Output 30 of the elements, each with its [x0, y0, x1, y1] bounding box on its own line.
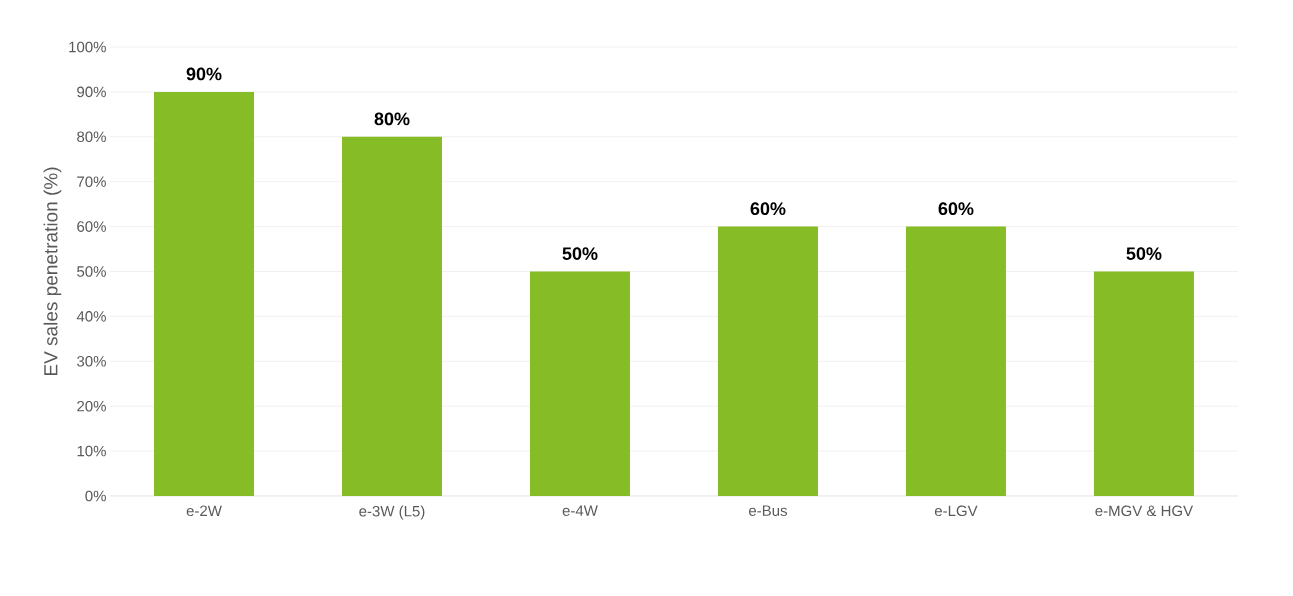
y-tick-label: 60% [77, 221, 106, 232]
x-tick-label: e-3W (L5) [359, 505, 425, 520]
x-tick-label: e-LGV [934, 505, 978, 517]
y-tick-label: 0% [85, 490, 106, 502]
y-tick-label: 90% [77, 86, 106, 98]
x-tick-label: e-4W [562, 505, 598, 516]
y-tick-label: 10% [77, 445, 106, 457]
y-axis-title: EV sales penetration (%) [43, 167, 62, 375]
data-label: 50% [1126, 247, 1162, 260]
y-tick-label: 70% [77, 176, 106, 187]
x-tick-label: e-Bus [749, 505, 787, 516]
bar [341, 136, 442, 496]
data-label: 50% [562, 247, 598, 260]
bar [717, 226, 818, 496]
y-tick-label: 40% [76, 311, 106, 322]
bar [905, 226, 1006, 496]
y-tick-label: 80% [77, 131, 106, 143]
y-tick-label: 20% [77, 400, 106, 412]
x-tick-label: e-2W [186, 505, 222, 517]
bar [154, 91, 254, 496]
data-label: 60% [938, 202, 974, 216]
x-tick-label: e-MGV & HGV [1095, 505, 1194, 517]
y-tick-label: 30% [77, 355, 106, 367]
data-label: 90% [186, 67, 222, 81]
bar [1093, 271, 1194, 496]
data-label: 80% [374, 112, 410, 126]
y-tick-label: 50% [77, 266, 106, 277]
bar [529, 271, 630, 496]
y-tick-label: 100% [69, 41, 106, 53]
data-label: 60% [750, 202, 786, 216]
